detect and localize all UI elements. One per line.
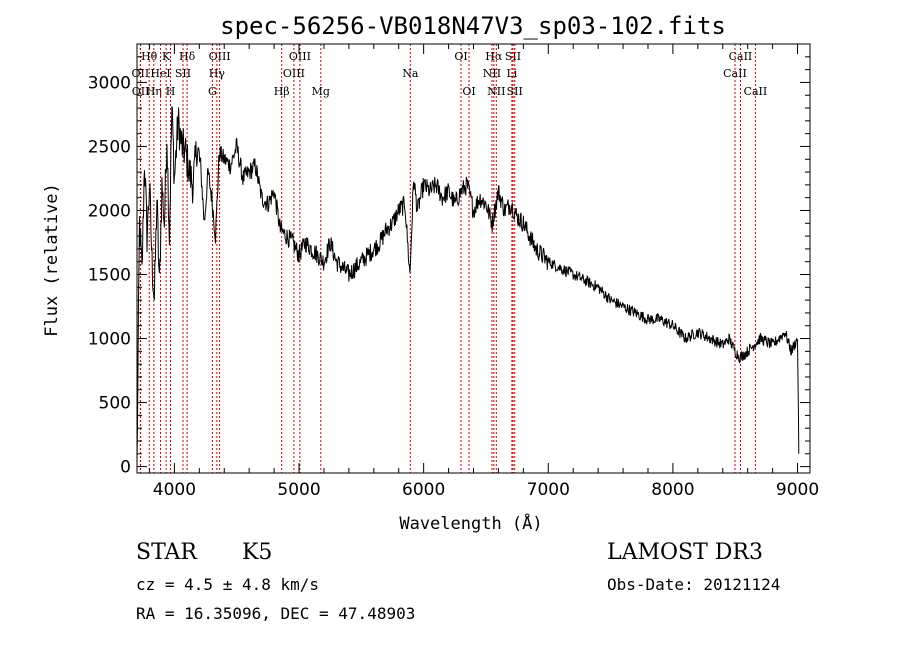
- plot-frame: [136, 43, 811, 474]
- line-label-10: Hγ: [209, 67, 226, 80]
- line-label-9: OIII: [209, 50, 231, 63]
- object-class: STAR: [136, 540, 197, 565]
- y-axis-label: Flux (relative): [42, 183, 62, 337]
- line-label-16: Na: [402, 67, 419, 80]
- axes: 4000 5000 6000 7000 8000 9000 0 500 1000 1500 2000…: [88, 43, 819, 500]
- coordinates: RA = 16.35096, DEC = 47.48903: [136, 604, 416, 623]
- y-tick-label: 1000: [88, 330, 131, 350]
- line-label-6: SII: [175, 67, 191, 80]
- line-label-12: Hβ: [274, 85, 290, 98]
- line-label-21: NII: [483, 67, 501, 80]
- redshift-value: cz = 4.5 ± 4.8 km/s: [136, 575, 320, 594]
- y-tick-label: 500: [99, 394, 131, 414]
- line-label-27: CaII: [744, 85, 768, 98]
- line-label-3: Hη: [146, 85, 162, 98]
- y-tick-label: 2500: [88, 137, 131, 157]
- x-tick-label: 6000: [402, 480, 445, 500]
- flux-series-0: [136, 106, 800, 461]
- line-label-13: OIII: [289, 50, 311, 63]
- survey-name: LAMOST DR3: [607, 540, 763, 565]
- line-label-18: OI: [462, 85, 475, 98]
- line-label-24: SII: [507, 85, 523, 98]
- line-label-19: Hα: [485, 50, 503, 63]
- line-label-4: K: [162, 50, 171, 63]
- line-label-17: OI: [454, 50, 467, 63]
- line-label-2: OII: [132, 85, 150, 98]
- x-tick-label: 5000: [277, 480, 320, 500]
- chart-title: spec-56256-VB018N47V3_sp03-102.fits: [220, 12, 726, 40]
- line-label-7: H: [166, 85, 176, 98]
- line-label-26: CaII: [723, 67, 747, 80]
- x-tick-label: 8000: [651, 480, 694, 500]
- y-tick-label: 1500: [88, 266, 131, 286]
- x-tick-label: 7000: [527, 480, 570, 500]
- line-label-11: G: [208, 85, 217, 98]
- line-label-25: CaII: [729, 50, 753, 63]
- line-label-8: Hδ: [179, 50, 196, 63]
- x-tick-label: 9000: [776, 480, 819, 500]
- spectral-subclass: K5: [242, 540, 273, 565]
- line-label-20: SII: [505, 50, 521, 63]
- line-label-23: NII: [487, 85, 505, 98]
- line-label-14: OIII: [283, 67, 305, 80]
- y-tick-label: 0: [120, 458, 131, 478]
- y-tick-label: 2000: [88, 201, 131, 221]
- line-label-5: HeI: [150, 67, 170, 80]
- observation-date: Obs-Date: 20121124: [607, 575, 781, 594]
- line-label-0: Hθ: [141, 50, 158, 63]
- flux-series-layer: [136, 106, 800, 461]
- line-label-15: Mg: [312, 85, 330, 98]
- x-axis-label: Wavelength (Å): [399, 512, 542, 534]
- y-tick-label: 3000: [88, 73, 131, 93]
- x-tick-label: 4000: [153, 480, 196, 500]
- line-label-22: Li: [506, 67, 517, 80]
